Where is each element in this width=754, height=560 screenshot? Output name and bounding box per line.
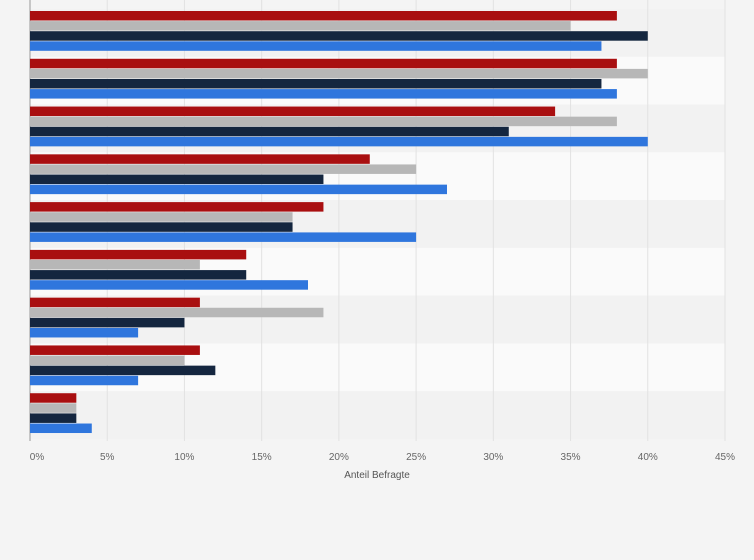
bar: [30, 259, 200, 270]
bar: [30, 126, 509, 137]
bar: [30, 317, 185, 328]
bar: [30, 393, 77, 403]
bar: [30, 31, 648, 41]
bar: [30, 280, 308, 290]
x-tick-label: 25%: [406, 452, 426, 463]
bar: [30, 403, 77, 413]
bar: [30, 232, 417, 242]
bar: [30, 375, 139, 386]
category-band: [30, 391, 725, 439]
x-tick-label: 45%: [715, 452, 735, 463]
bar: [30, 270, 247, 280]
bar: [30, 164, 417, 174]
bar: [30, 327, 139, 338]
x-tick-label: 40%: [638, 452, 658, 463]
bar: [30, 212, 293, 222]
bar: [30, 202, 324, 212]
bar: [30, 174, 324, 185]
bar: [30, 345, 200, 355]
bar: [30, 116, 617, 127]
bar: [30, 355, 185, 366]
x-tick-label: 15%: [252, 452, 272, 463]
x-tick-label: 10%: [174, 452, 194, 463]
bar: [30, 136, 648, 147]
bar: [30, 297, 200, 308]
bar: [30, 184, 447, 195]
bar: [30, 222, 293, 232]
bar: [30, 58, 617, 69]
bar: [30, 106, 556, 117]
bar: [30, 307, 324, 318]
bar: [30, 423, 92, 434]
bar: [30, 89, 617, 99]
x-tick-label: 20%: [329, 452, 349, 463]
bar: [30, 21, 571, 31]
x-tick-label: 5%: [100, 452, 115, 463]
x-tick-label: 0%: [30, 452, 45, 463]
bar: [30, 78, 602, 89]
x-axis-ticks: 0% 5% 10% 15% 20% 25% 30% 35% 40% 45%: [30, 452, 735, 463]
bar: [30, 154, 370, 164]
bar: [30, 11, 617, 21]
x-tick-label: 30%: [483, 452, 503, 463]
bar: [30, 68, 648, 79]
x-tick-label: 35%: [561, 452, 581, 463]
bar: [30, 249, 247, 260]
bar: [30, 413, 77, 423]
bars: [30, 11, 648, 434]
x-axis-title: Anteil Befragte: [344, 470, 410, 481]
bar: [30, 365, 216, 376]
bar: [30, 41, 602, 51]
